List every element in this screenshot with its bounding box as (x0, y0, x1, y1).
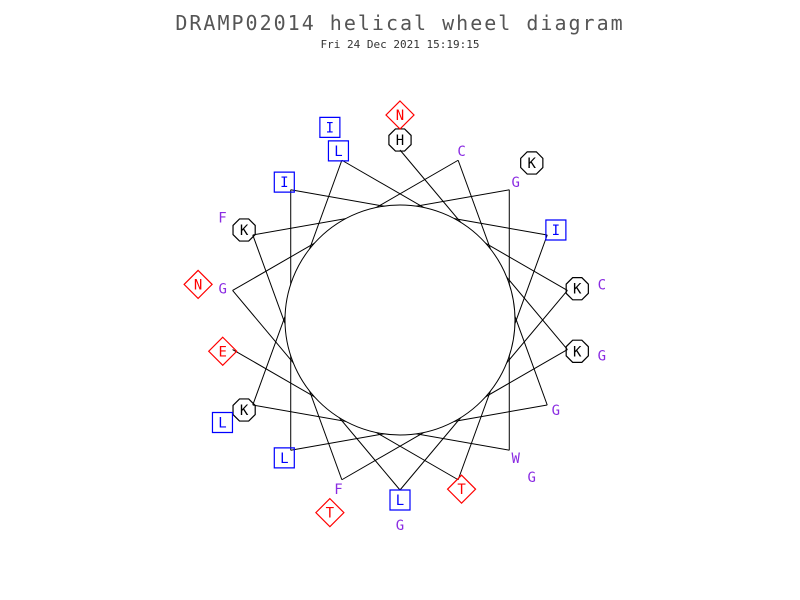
residue-10: G (219, 282, 227, 298)
residue-15: I (546, 220, 566, 240)
residue-23: G (528, 470, 536, 486)
residue-label: C (457, 144, 465, 160)
residue-label: T (326, 506, 335, 522)
residue-label: T (457, 482, 466, 498)
residue-6: K (233, 399, 255, 421)
residue-label: I (552, 223, 560, 239)
residue-label: K (240, 223, 249, 239)
residue-18: N (386, 101, 414, 129)
residue-8: K (566, 278, 588, 300)
residue-14: I (274, 172, 294, 192)
residue-label: H (396, 133, 404, 149)
diagram-subtitle: Fri 24 Dec 2021 15:19:15 (321, 38, 480, 51)
residue-5: W (511, 451, 520, 467)
residue-27: G (396, 518, 404, 534)
residue-20: T (316, 499, 344, 527)
residue-26: C (598, 277, 606, 293)
residue-label: F (218, 211, 226, 227)
residue-label: G (511, 175, 519, 191)
helical-wheel-diagram: DRAMP02014 helical wheel diagram Fri 24 D… (0, 0, 800, 600)
residue-label: K (573, 282, 582, 298)
residue-19: G (598, 349, 606, 365)
residue-label: N (396, 108, 404, 124)
residue-13: L (274, 448, 294, 468)
residue-12: G (552, 403, 560, 419)
residue-2: F (334, 482, 342, 498)
residue-label: L (280, 451, 288, 467)
residue-3: K (233, 219, 255, 241)
residue-label: G (219, 282, 227, 298)
residue-label: L (396, 493, 404, 509)
residue-25: I (320, 117, 340, 137)
residue-16: T (448, 475, 476, 503)
residue-label: K (240, 403, 249, 419)
residue-label: W (511, 451, 520, 467)
residue-4: G (511, 175, 519, 191)
residue-label: L (334, 144, 342, 160)
residue-label: N (194, 277, 202, 293)
wheel-mask (285, 205, 515, 435)
residue-label: G (528, 470, 536, 486)
residue-21: F (218, 211, 226, 227)
residue-label: K (528, 156, 537, 172)
residue-1: K (566, 340, 588, 362)
residue-label: L (218, 416, 226, 432)
residue-0: H (389, 129, 411, 151)
residue-label: F (334, 482, 342, 498)
residue-label: G (552, 403, 560, 419)
residue-label: G (396, 518, 404, 534)
residue-28: N (184, 270, 212, 298)
residue-17: E (209, 337, 237, 365)
residue-11: C (457, 144, 465, 160)
residue-label: I (326, 120, 334, 136)
residue-label: G (598, 349, 606, 365)
residue-label: K (573, 344, 582, 360)
residue-label: E (219, 344, 227, 360)
residue-label: I (280, 175, 288, 191)
residue-22: K (521, 152, 543, 174)
residue-9: L (390, 490, 410, 510)
residue-label: C (598, 277, 606, 293)
residue-24: L (212, 413, 232, 433)
residue-7: L (328, 141, 348, 161)
diagram-title: DRAMP02014 helical wheel diagram (175, 11, 624, 35)
